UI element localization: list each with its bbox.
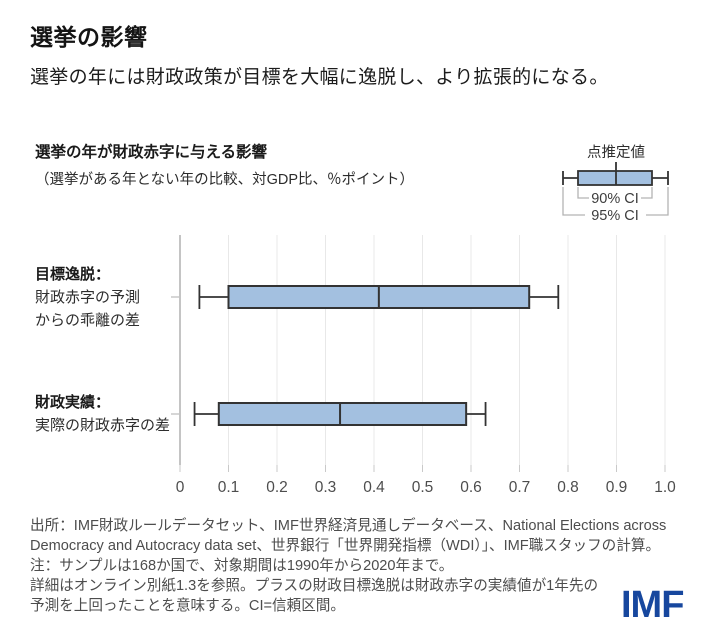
x-tick-label: 1.0 <box>654 479 676 496</box>
legend-point-estimate-label: 点推定値 <box>587 144 645 161</box>
category-label: 目標逸脱： 財政赤字の予測 からの乖離の差 <box>35 263 140 332</box>
x-tick-label: 0 <box>176 479 185 496</box>
x-tick-label: 0.3 <box>315 479 337 496</box>
category-label: 財政実績： 実際の財政赤字の差 <box>35 391 170 437</box>
footnote-line: 出所：IMF財政ルールデータセット、IMF世界経済見通しデータベース、Natio… <box>30 518 667 534</box>
plot-area: 0 0.1 0.2 0.3 0.4 0.5 0.6 0.7 0.8 0.9 1.0 <box>171 235 676 496</box>
legend-ci90-bracket-right <box>641 187 653 199</box>
x-tick-label: 0.1 <box>218 479 240 496</box>
category-label-line: からの乖離の差 <box>35 311 141 329</box>
chart-header: 選挙の年が財政赤字に与える影響 （選挙がある年とない年の比較、対GDP比、％ポイ… <box>35 140 414 189</box>
x-tick-label: 0.9 <box>606 479 628 496</box>
page-subtitle: 選挙の年には財政政策が目標を大幅に逸脱し、より拡張的になる。 <box>30 67 609 88</box>
footnote-line: Democracy and Autocracy data set、世界銀行「世界… <box>30 538 661 554</box>
legend-ci90-bracket-left <box>577 187 589 199</box>
legend-ci95-label: 95% CI <box>591 208 639 224</box>
category-label-line: 目標逸脱： <box>35 265 111 283</box>
imf-logo: IMF <box>621 584 684 626</box>
x-tick-label: 0.5 <box>412 479 434 496</box>
category-label-line: 実際の財政赤字の差 <box>35 417 171 434</box>
category-label-line: 財政実績： <box>35 394 111 411</box>
footnote: 出所：IMF財政ルールデータセット、IMF世界経済見通しデータベース、Natio… <box>30 516 666 616</box>
x-tick-label: 0.4 <box>363 479 385 496</box>
x-tick-label: 0.6 <box>460 479 482 496</box>
x-tick-label: 0.7 <box>509 479 531 496</box>
footnote-line: 予測を上回ったことを意味する。CI=信頼区間。 <box>30 598 345 614</box>
legend-ci90-label: 90% CI <box>591 191 639 207</box>
x-tick-label: 0.2 <box>266 479 288 496</box>
boxplot-chart: 0 0.1 0.2 0.3 0.4 0.5 0.6 0.7 0.8 0.9 1.0 <box>0 228 720 508</box>
ci90-box <box>217 402 468 426</box>
category-label-line: 財政赤字の予測 <box>35 288 141 306</box>
legend-ci95-bracket-left <box>562 187 585 216</box>
page-header: 選挙の影響 選挙の年には財政政策が目標を大幅に逸脱し、より拡張的になる。 <box>30 18 609 89</box>
chart-title: 選挙の年が財政赤字に与える影響 <box>35 144 268 161</box>
footnote-line: 詳細はオンライン別紙1.3を参照。プラスの財政目標逸脱は財政赤字の実績値が1年先… <box>30 578 599 594</box>
legend-ci95-bracket-right <box>646 187 669 216</box>
chart-subtitle: （選挙がある年とない年の比較、対GDP比、％ポイント） <box>35 172 414 188</box>
page-title: 選挙の影響 <box>30 24 148 50</box>
legend: 点推定値 90% CI 95% CI <box>545 142 715 226</box>
legend-box <box>577 170 653 186</box>
footnote-line: 注：サンプルは168か国で、対象期間は1990年から2020年まで。 <box>30 558 454 574</box>
legend-boxplot-icon: 点推定値 90% CI 95% CI <box>562 144 669 224</box>
x-tick-label: 0.8 <box>557 479 579 496</box>
